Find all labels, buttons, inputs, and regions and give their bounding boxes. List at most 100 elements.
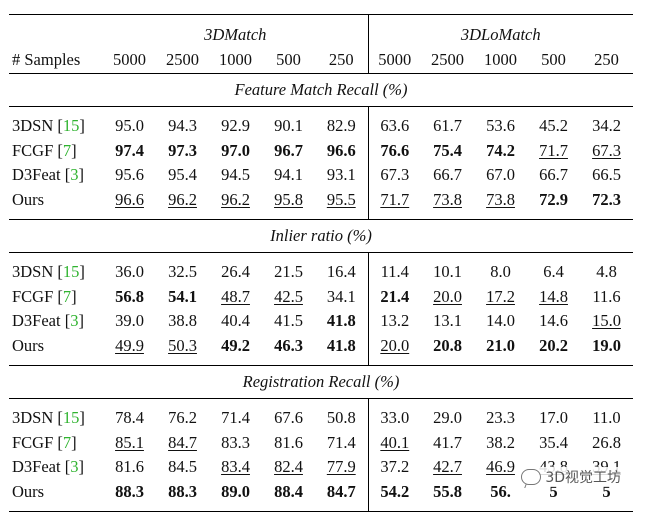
value: 11.0: [592, 408, 621, 427]
value-cell: 46.9: [474, 455, 527, 479]
best-value: 19.0: [592, 336, 621, 355]
value-cell: 71.7: [527, 139, 580, 163]
value: 33.0: [380, 408, 410, 427]
value-cell: 41.8: [315, 309, 368, 333]
value-cell: 97.0: [209, 139, 262, 163]
value-cell: 21.5: [262, 252, 315, 285]
citation-link[interactable]: 3: [70, 457, 79, 476]
citation-link[interactable]: 15: [62, 408, 80, 427]
method-name: FCGF: [12, 433, 54, 452]
best-value: 54.1: [168, 287, 197, 306]
best-value: 56.: [490, 482, 511, 501]
value-cell: 71.4: [209, 398, 262, 431]
best-value: 84.7: [326, 482, 356, 501]
value: 81.6: [115, 457, 144, 476]
value-cell: 49.9: [103, 333, 156, 366]
value: 37.2: [380, 457, 410, 476]
section-title: Inlier ratio (%): [9, 219, 634, 253]
best-value: 56.8: [115, 287, 144, 306]
sample-count-header: 2500: [166, 50, 199, 69]
value: 26.8: [592, 433, 621, 452]
second-best-value: 40.1: [380, 433, 410, 452]
method-name-cell: Ours: [9, 333, 103, 366]
method-name-cell: Ours: [9, 479, 103, 512]
value: 81.6: [274, 433, 303, 452]
value-cell: 97.4: [103, 139, 156, 163]
second-best-value: 82.4: [274, 457, 303, 476]
value-cell: 63.6: [367, 106, 422, 139]
value-cell: 11.6: [580, 285, 633, 309]
best-value: 75.4: [433, 141, 462, 160]
value-cell: 93.1: [315, 163, 368, 187]
value-cell: 17.0: [527, 398, 581, 431]
value: 29.0: [433, 408, 462, 427]
best-value: 88.3: [168, 482, 197, 501]
method-row: FCGF [7] 97.4 97.3 97.0 96.7 96.6 76.6 75.4 74.2…: [9, 139, 633, 163]
value-cell: 88.3: [103, 479, 156, 512]
value-cell: 42.5: [262, 285, 315, 309]
value-cell: 23.3: [474, 398, 528, 431]
value-cell: 20.0: [367, 333, 422, 366]
value-cell: 96.6: [315, 139, 368, 163]
second-best-value: 95.5: [326, 190, 356, 209]
value-cell: 94.3: [156, 106, 209, 139]
group-header-3dlomatch: 3DLoMatch: [367, 14, 634, 47]
citation-link[interactable]: 3: [70, 311, 79, 330]
value-cell: 83.3: [209, 431, 262, 455]
value-cell: 6.4: [527, 252, 581, 285]
best-value: 89.0: [221, 482, 250, 501]
method-row: Ours 96.6 96.2 96.2 95.8 95.5 71.7 73.8 73.8 72.9…: [9, 187, 633, 220]
value-cell: 39.0: [103, 309, 156, 333]
value: 83.3: [221, 433, 250, 452]
value: 67.3: [380, 165, 410, 184]
value: 95.6: [115, 165, 144, 184]
best-value: 49.2: [221, 336, 250, 355]
second-best-value: 14.8: [539, 287, 568, 306]
value-cell: 50.8: [315, 398, 369, 431]
value-cell: 72.3: [580, 187, 633, 220]
value: 10.1: [433, 262, 462, 281]
value: 92.9: [221, 116, 250, 135]
method-name-cell: FCGF [7]: [12, 141, 77, 160]
sample-count-header: 5000: [113, 50, 146, 69]
value-cell: 16.4: [315, 252, 369, 285]
value-cell: 50.3: [156, 333, 209, 366]
value: 8.0: [490, 262, 511, 281]
value-cell: 96.2: [209, 187, 262, 220]
value-cell: 19.0: [580, 333, 633, 366]
value: 66.7: [539, 165, 568, 184]
citation-link[interactable]: 15: [62, 262, 80, 281]
citation-link[interactable]: 7: [62, 141, 72, 160]
method-name: D3Feat: [12, 311, 61, 330]
value: 82.9: [326, 116, 356, 135]
value-cell: 81.6: [262, 431, 315, 455]
value-cell: 95.5: [315, 187, 368, 220]
method-name-cell: 3DSN [15]: [9, 106, 103, 139]
value-cell: 13.2: [367, 309, 422, 333]
value-cell: 38.8: [156, 309, 209, 333]
citation-link[interactable]: 15: [62, 116, 80, 135]
second-best-value: 71.7: [380, 190, 410, 209]
sample-count-header: 500: [541, 50, 566, 69]
header-corner: [9, 14, 103, 47]
citation-link[interactable]: 7: [62, 287, 72, 306]
value: 41.5: [274, 311, 303, 330]
results-table-container: 3DMatch 3DLoMatch # Samples 5000 2500 1000…: [9, 14, 634, 512]
value-cell: 66.7: [421, 163, 474, 187]
method-name: D3Feat: [12, 165, 61, 184]
citation-link[interactable]: 3: [70, 165, 79, 184]
value: 36.0: [115, 262, 144, 281]
value-cell: 73.8: [421, 187, 474, 220]
second-best-value: 83.4: [221, 457, 250, 476]
method-name: 3DSN: [12, 116, 54, 135]
value-cell: 21.4: [367, 285, 422, 309]
value: 35.4: [539, 433, 568, 452]
value-cell: 97.3: [156, 139, 209, 163]
value-cell: 82.9: [315, 106, 369, 139]
second-best-value: 73.8: [486, 190, 515, 209]
value-cell: 45.2: [527, 106, 581, 139]
citation-link[interactable]: 7: [62, 433, 72, 452]
second-best-value: 96.2: [168, 190, 197, 209]
best-value: 5: [602, 482, 611, 501]
dataset-header-row: 3DMatch 3DLoMatch: [9, 14, 634, 47]
